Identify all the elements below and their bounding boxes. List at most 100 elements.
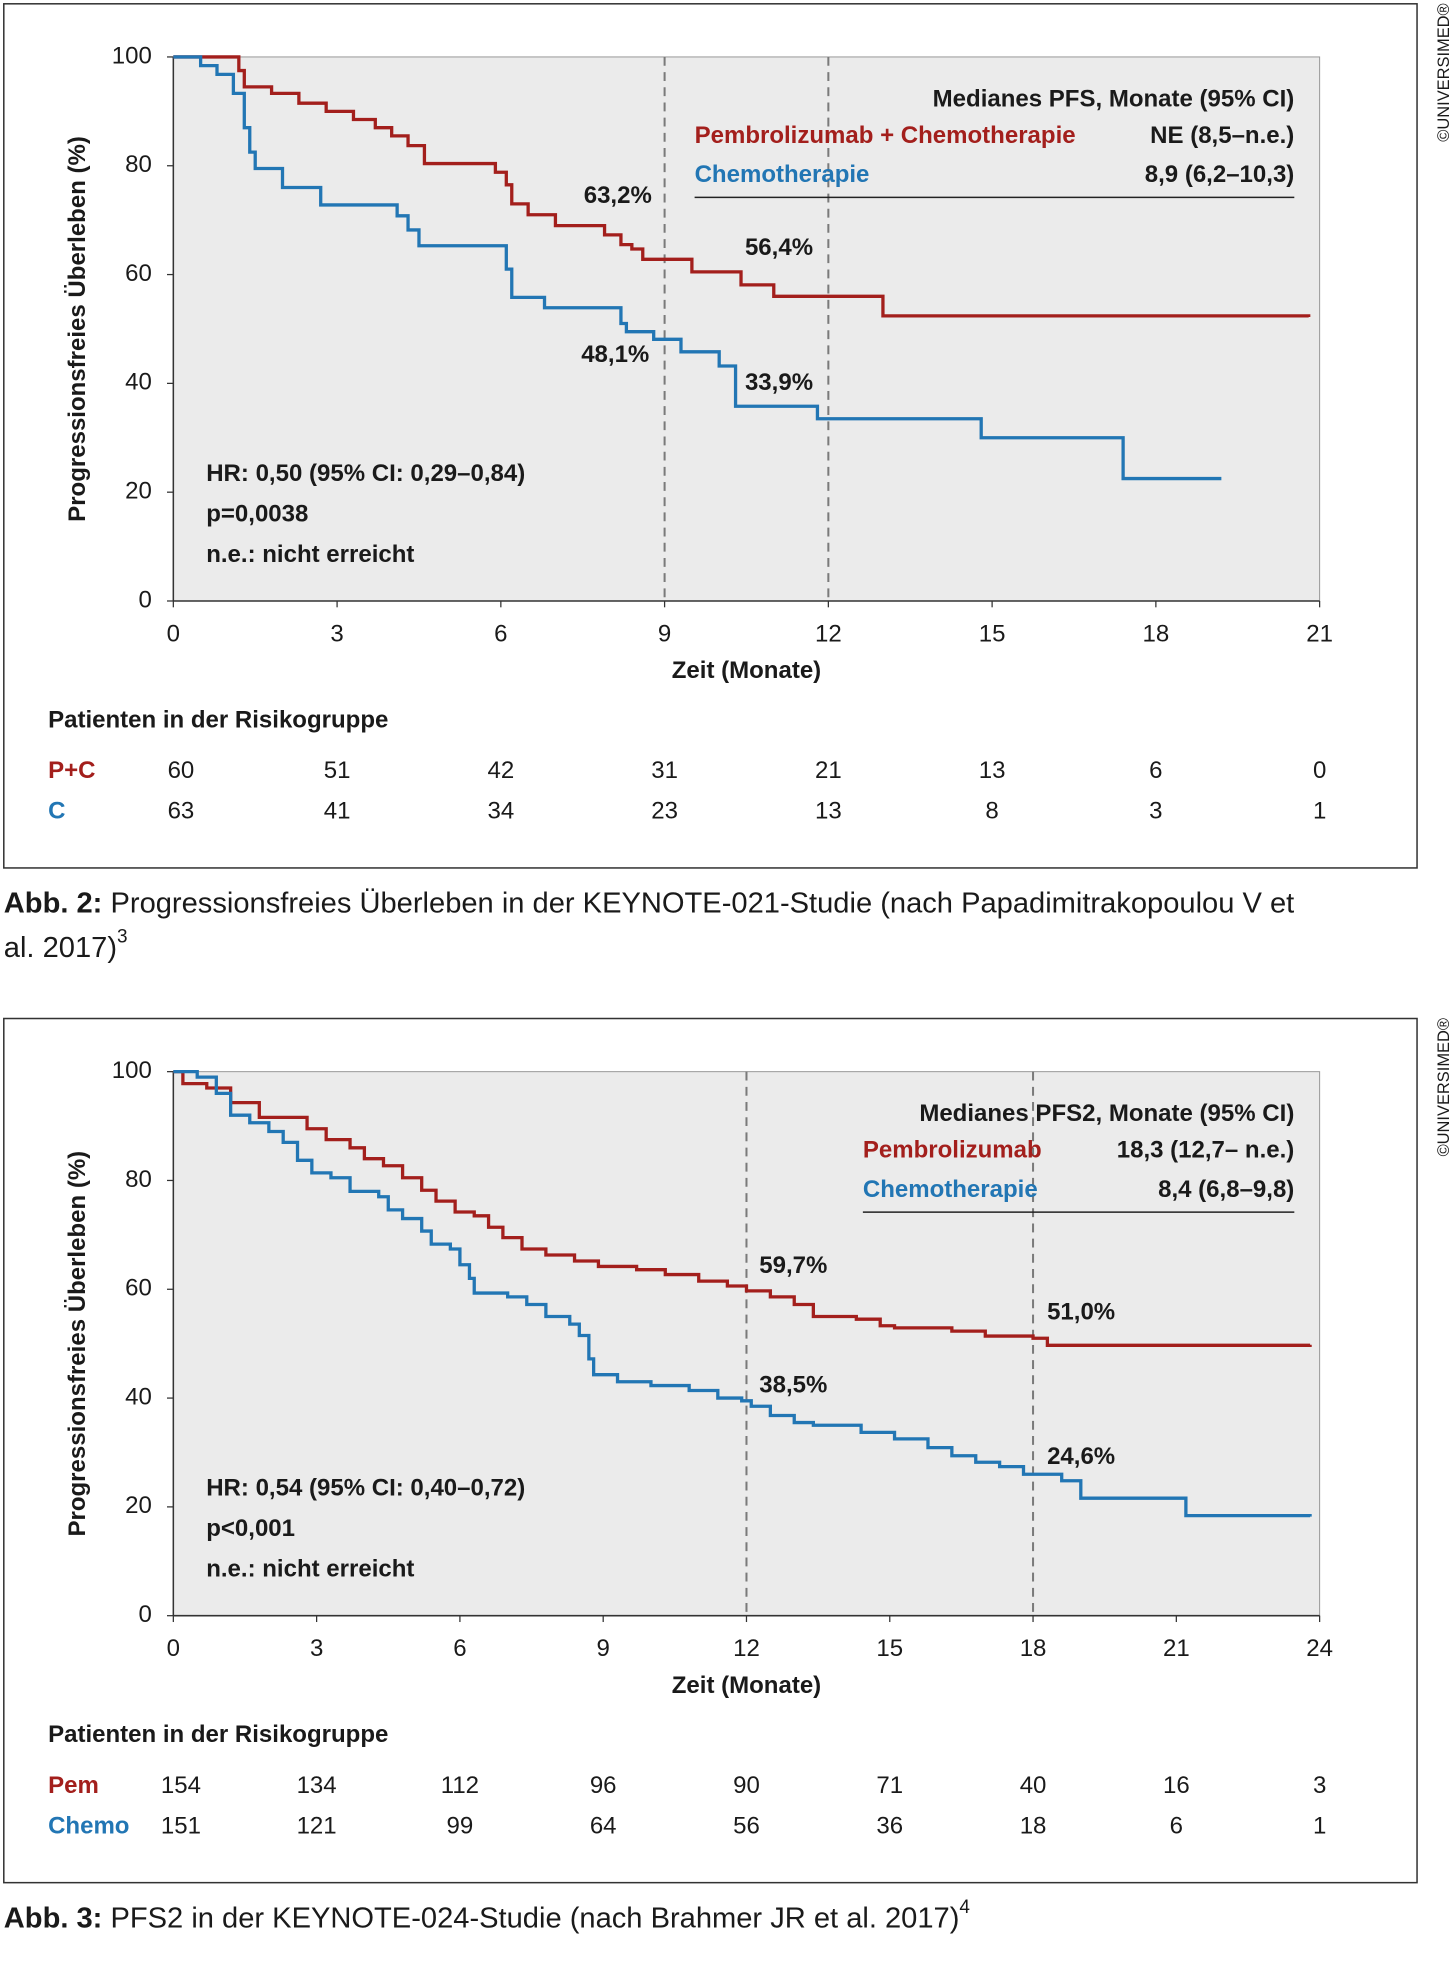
risk-value: 134 [297,1772,337,1799]
stats-text: p<0,001 [206,1515,295,1542]
y-tick-label: 80 [125,1166,152,1193]
y-tick-label: 20 [125,1492,152,1519]
risk-value: 13 [815,798,842,825]
risk-value: 51 [324,757,351,784]
y-tick-label: 100 [112,42,152,69]
x-tick-label: 0 [167,1635,180,1662]
caption-text: PFS2 in der KEYNOTE-024-Studie (nach Bra… [110,1902,959,1934]
risk-value: 64 [590,1812,617,1839]
caption-text: al. 2017) [4,932,117,964]
risk-value: 1 [1313,1812,1326,1839]
y-tick-label: 0 [138,1601,151,1628]
risk-title: Patienten in der Risikogruppe [48,1721,388,1748]
stats-text: n.e.: nicht erreicht [206,541,414,568]
watermark: ©UNIVERSIMED® [1435,1018,1453,1156]
risk-value: 121 [297,1812,337,1839]
legend-median: 18,3 (12,7– n.e.) [1117,1137,1295,1164]
x-axis-label: Zeit (Monate) [672,1672,821,1699]
caption-line: al. 2017)3 [4,927,128,964]
x-tick-label: 18 [1020,1635,1047,1662]
legend-name: Pembrolizumab [863,1137,1042,1164]
x-tick-label: 15 [979,620,1006,647]
risk-value: 8 [985,798,998,825]
risk-value: 36 [876,1812,903,1839]
x-tick-label: 9 [658,620,671,647]
legend-median: 8,9 (6,2–10,3) [1145,161,1295,188]
point-label: 48,1% [581,341,649,368]
point-label: 59,7% [759,1252,827,1279]
x-tick-label: 12 [733,1635,760,1662]
risk-value: 16 [1163,1772,1190,1799]
x-tick-label: 21 [1306,620,1333,647]
caption-line: Abb. 2: Progressionsfreies Überleben in … [4,887,1294,919]
legend-title: Medianes PFS2, Monate (95% CI) [919,1100,1294,1127]
risk-value: 1 [1313,798,1326,825]
x-tick-label: 21 [1163,1635,1190,1662]
risk-value: 96 [590,1772,617,1799]
y-tick-label: 100 [112,1057,152,1084]
risk-row-label: Pem [48,1772,99,1799]
risk-value: 154 [161,1772,201,1799]
risk-value: 34 [487,798,514,825]
point-label: 33,9% [745,369,813,396]
plot-area [172,56,1321,602]
watermark: ©UNIVERSIMED® [1435,3,1453,141]
risk-value: 99 [447,1812,474,1839]
x-tick-label: 3 [330,620,343,647]
point-label: 51,0% [1047,1298,1115,1325]
risk-value: 13 [979,757,1006,784]
risk-value: 41 [324,798,351,825]
x-tick-label: 6 [453,1635,466,1662]
x-tick-label: 24 [1306,1635,1333,1662]
stats-text: HR: 0,50 (95% CI: 0,29–0,84) [206,460,525,487]
risk-value: 63 [168,798,195,825]
legend-median: NE (8,5–n.e.) [1150,122,1294,149]
y-tick-label: 40 [125,369,152,396]
y-tick-label: 60 [125,1275,152,1302]
y-tick-label: 80 [125,151,152,178]
caption-ref: 3 [117,927,128,948]
y-tick-label: 40 [125,1383,152,1410]
point-label: 24,6% [1047,1443,1115,1470]
survival-curve [173,1070,1312,1347]
y-axis-label: Progressionsfreies Überleben (%) [64,1151,91,1537]
risk-value: 31 [651,757,678,784]
legend-title: Medianes PFS, Monate (95% CI) [933,85,1295,112]
y-axis-label: Progressionsfreies Überleben (%) [64,136,91,522]
risk-value: 56 [733,1812,760,1839]
risk-value: 112 [441,1772,479,1799]
legend-name: Chemotherapie [695,161,870,188]
risk-value: 23 [651,798,678,825]
y-tick-label: 60 [125,260,152,287]
y-tick-label: 20 [125,478,152,505]
x-tick-label: 12 [815,620,842,647]
stats-text: n.e.: nicht erreicht [206,1555,414,1582]
risk-value: 40 [1020,1772,1047,1799]
risk-row-label: C [48,798,65,825]
x-tick-label: 18 [1143,620,1170,647]
risk-value: 3 [1149,798,1162,825]
point-label: 38,5% [759,1371,827,1398]
x-tick-label: 9 [597,1635,610,1662]
survival-curve [173,55,1311,318]
y-tick-label: 0 [138,586,151,613]
x-axis-label: Zeit (Monate) [672,657,821,684]
risk-value: 90 [733,1772,760,1799]
risk-value: 151 [161,1812,201,1839]
risk-value: 3 [1313,1772,1326,1799]
risk-value: 21 [815,757,842,784]
caption-text: Progressionsfreies Überleben in der KEYN… [110,887,1294,919]
risk-value: 18 [1020,1812,1047,1839]
caption-label: Abb. 3: [4,1902,103,1934]
risk-value: 60 [168,757,195,784]
risk-row-label: P+C [48,757,95,784]
risk-title: Patienten in der Risikogruppe [48,707,388,734]
legend-name: Chemotherapie [863,1176,1038,1203]
x-tick-label: 3 [310,1635,323,1662]
point-label: 56,4% [745,234,813,261]
risk-value: 42 [487,757,514,784]
x-tick-label: 15 [876,1635,903,1662]
x-tick-label: 0 [167,620,180,647]
